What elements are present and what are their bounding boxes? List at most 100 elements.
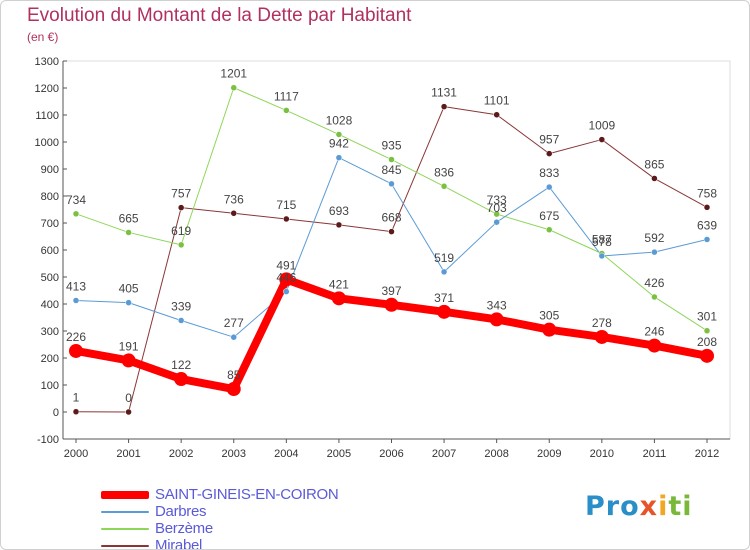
data-label: 639 — [697, 218, 717, 232]
data-point — [493, 210, 500, 218]
chart-subtitle: (en €) — [27, 30, 59, 44]
data-point — [440, 268, 448, 276]
x-tick-label: 2002 — [169, 448, 193, 460]
data-label: 246 — [644, 325, 664, 339]
data-point — [331, 291, 346, 306]
y-tick-label: 600 — [41, 245, 59, 257]
data-label: 736 — [224, 192, 244, 206]
legend-item-mirabel: Mirabel — [101, 537, 338, 550]
y-tick-label: 1000 — [35, 137, 59, 149]
y-tick-label: 300 — [41, 326, 59, 338]
data-label: 343 — [487, 298, 507, 312]
legend-label: Berzème — [155, 520, 213, 537]
data-label: 592 — [644, 231, 664, 245]
data-label: 1009 — [588, 119, 615, 133]
data-point — [437, 304, 452, 319]
data-label: 0 — [125, 391, 132, 405]
data-point — [598, 252, 606, 260]
data-point — [230, 333, 237, 341]
data-label: 733 — [487, 193, 507, 207]
x-tick-label: 2000 — [64, 448, 88, 460]
plot-area — [62, 60, 731, 440]
data-point — [283, 215, 290, 223]
legend-swatch — [101, 490, 149, 499]
legend-label: Darbres — [155, 503, 207, 520]
legend-label: Mirabel — [155, 537, 203, 550]
data-label: 703 — [487, 201, 507, 215]
data-point — [279, 272, 294, 287]
x-tick-label: 2012 — [695, 448, 719, 460]
y-tick-label: -100 — [37, 434, 59, 446]
legend-label: SAINT-GINEIS-EN-COIRON — [155, 486, 339, 503]
data-point — [177, 317, 185, 324]
axes: -100010020030040050060070080090010001100… — [35, 56, 730, 460]
legend-swatch — [101, 544, 149, 547]
data-point — [703, 236, 711, 243]
proxiti-logo: Proxiti — [585, 491, 693, 522]
data-point — [72, 210, 80, 218]
data-label: 758 — [697, 186, 717, 200]
data-label: 845 — [381, 163, 401, 177]
data-point — [489, 312, 504, 327]
y-tick-label: 1100 — [35, 110, 59, 122]
data-label: 833 — [539, 166, 559, 180]
x-tick-label: 2009 — [537, 448, 561, 460]
data-label: 397 — [381, 284, 401, 298]
data-label: 1201 — [220, 67, 247, 81]
data-label: 421 — [329, 277, 349, 291]
data-point — [647, 338, 662, 353]
legend-item-berzeme: Berzème — [101, 520, 338, 537]
data-point — [177, 204, 185, 211]
x-tick-label: 2010 — [590, 448, 614, 460]
data-label: 1117 — [274, 89, 299, 103]
data-point — [384, 297, 399, 312]
data-label: 757 — [171, 187, 191, 201]
data-label: 619 — [171, 224, 191, 238]
data-label: 371 — [434, 291, 454, 305]
data-point — [546, 226, 553, 233]
data-label: 278 — [592, 316, 612, 330]
data-label: 942 — [329, 137, 349, 151]
data-point — [651, 248, 658, 256]
data-point — [230, 210, 237, 217]
data-point — [493, 218, 500, 226]
data-point — [72, 408, 80, 415]
data-point — [174, 372, 189, 387]
data-point — [121, 353, 136, 368]
data-point — [440, 183, 448, 190]
data-label: 935 — [381, 139, 401, 153]
x-tick-label: 2005 — [327, 448, 351, 460]
data-point — [598, 136, 606, 143]
data-point — [542, 322, 557, 337]
data-label: 865 — [644, 157, 664, 171]
data-label: 734 — [66, 193, 86, 207]
data-label: 277 — [224, 316, 244, 330]
data-labels-layer: 1 0 757 736 715 693 668 1131 1101 957 1009 865 758 73… — [66, 67, 717, 405]
data-label: 957 — [539, 133, 559, 147]
y-tick-label: 1200 — [35, 83, 59, 95]
data-point — [69, 343, 83, 358]
y-tick-label: 0 — [53, 407, 59, 419]
data-label: 836 — [434, 165, 454, 179]
data-point — [651, 293, 658, 301]
x-tick-label: 2001 — [116, 448, 140, 460]
data-point — [388, 228, 395, 235]
data-point — [546, 183, 553, 191]
data-label: 301 — [697, 310, 717, 324]
data-label: 191 — [119, 339, 139, 353]
data-label: 413 — [66, 279, 86, 293]
data-label: 1 — [73, 391, 80, 405]
x-tick-label: 2011 — [643, 448, 667, 460]
data-label: 519 — [434, 251, 454, 265]
data-point — [703, 204, 711, 211]
data-label: 1101 — [484, 94, 510, 108]
y-tick-label: 200 — [41, 353, 59, 365]
data-label: 715 — [276, 198, 296, 212]
data-point — [493, 111, 500, 118]
data-label: 405 — [119, 282, 139, 296]
data-point — [388, 156, 395, 163]
data-point — [72, 297, 80, 304]
data-point — [440, 103, 448, 110]
